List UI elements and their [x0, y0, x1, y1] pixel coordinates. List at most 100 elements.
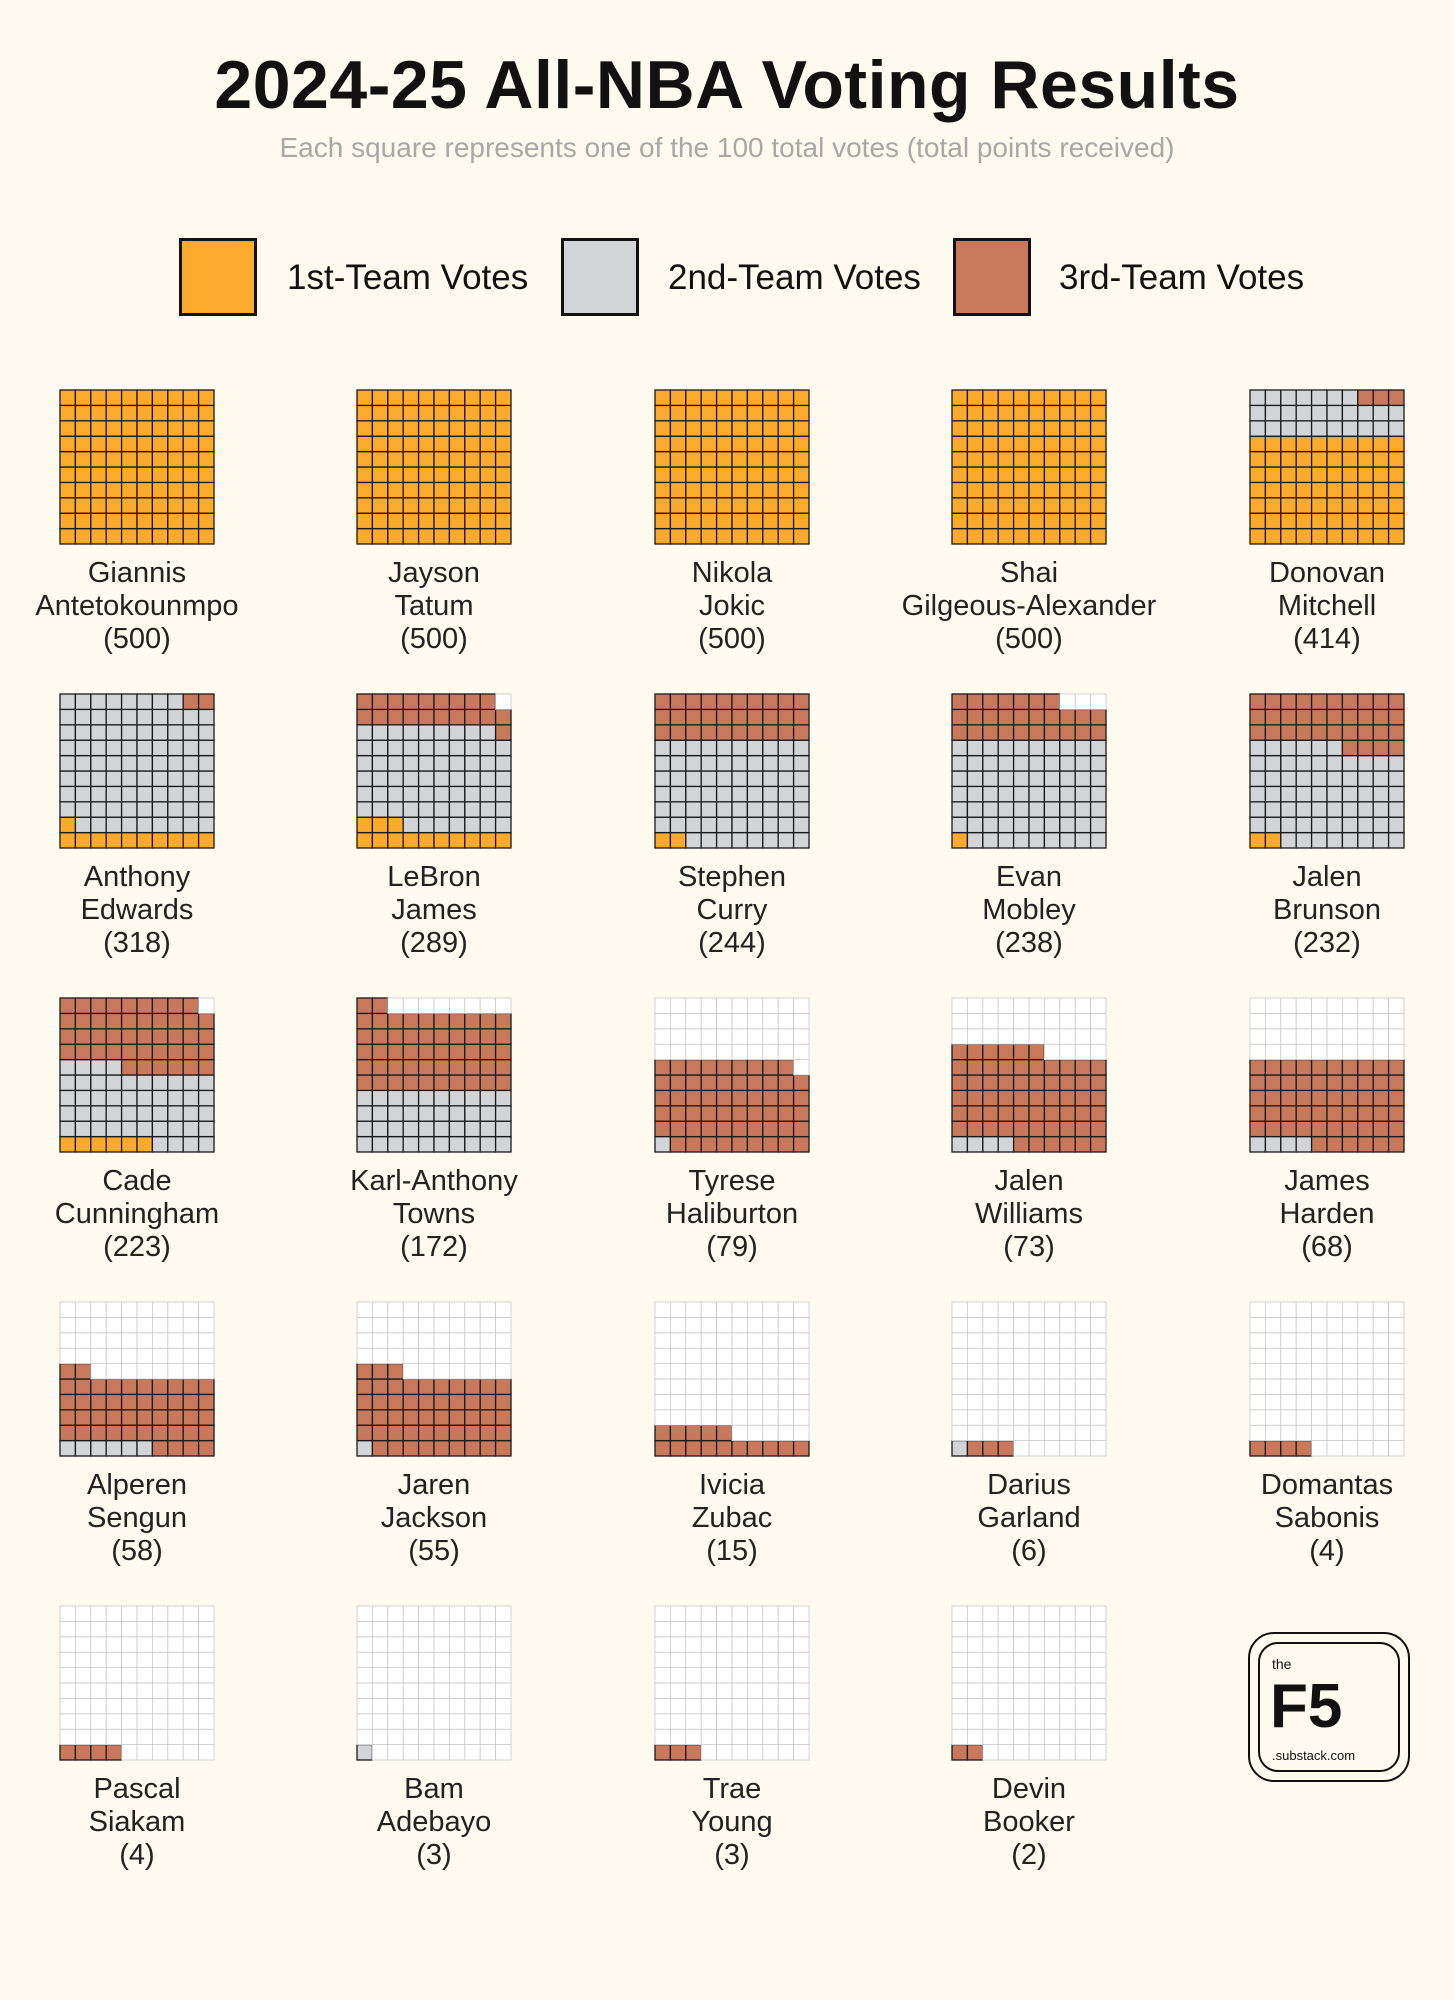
- second-team-vote-square: [1326, 404, 1344, 422]
- empty-vote-square: [747, 1043, 764, 1061]
- empty-vote-square: [402, 997, 420, 1014]
- empty-vote-square: [762, 1394, 779, 1411]
- empty-vote-square: [1342, 1363, 1359, 1380]
- empty-vote-square: [1280, 1363, 1297, 1380]
- second-team-vote-square: [1357, 770, 1374, 788]
- empty-vote-square: [762, 1620, 779, 1638]
- second-team-vote-square: [74, 1089, 92, 1107]
- second-team-vote-square: [1059, 816, 1076, 834]
- empty-vote-square: [654, 997, 671, 1014]
- third-team-vote-square: [433, 1074, 451, 1092]
- third-team-vote-square: [74, 997, 92, 1015]
- empty-vote-square: [418, 1682, 435, 1699]
- first-team-vote-square: [1295, 497, 1313, 514]
- first-team-vote-square: [371, 466, 389, 484]
- empty-vote-square: [685, 1394, 702, 1411]
- second-team-vote-square: [746, 754, 764, 772]
- third-team-vote-square: [1387, 1135, 1405, 1153]
- empty-vote-square: [669, 1698, 687, 1715]
- third-team-vote-square: [433, 1028, 451, 1045]
- first-team-vote-square: [197, 404, 215, 422]
- third-team-vote-square: [356, 1074, 374, 1092]
- second-team-vote-square: [951, 816, 969, 834]
- first-team-vote-square: [182, 481, 200, 499]
- third-team-vote-square: [792, 1074, 810, 1092]
- first-team-vote-square: [182, 404, 200, 422]
- second-team-vote-square: [654, 1135, 672, 1153]
- player-name-line: Karl-Anthony: [350, 1165, 518, 1197]
- empty-vote-square: [777, 1698, 794, 1715]
- empty-vote-square: [793, 1636, 810, 1653]
- player-label: Donovan Mitchell (414): [1187, 557, 1454, 656]
- third-team-vote-square: [356, 693, 374, 711]
- first-team-vote-square: [685, 527, 702, 545]
- empty-vote-square: [951, 1394, 968, 1411]
- second-team-vote-square: [417, 739, 435, 757]
- first-team-vote-square: [105, 435, 123, 453]
- first-team-vote-square: [1341, 481, 1359, 499]
- second-team-vote-square: [197, 1135, 215, 1153]
- empty-vote-square: [152, 1682, 169, 1699]
- first-team-vote-square: [1043, 404, 1061, 422]
- third-team-vote-square: [1310, 1120, 1328, 1138]
- first-team-vote-square: [197, 450, 215, 468]
- empty-vote-square: [1264, 997, 1282, 1014]
- second-team-vote-square: [402, 785, 420, 803]
- empty-vote-square: [1090, 1347, 1107, 1365]
- second-team-vote-square: [777, 816, 795, 834]
- empty-vote-square: [121, 1667, 138, 1684]
- empty-vote-square: [1013, 1394, 1030, 1411]
- second-team-vote-square: [494, 770, 512, 788]
- third-team-vote-square: [997, 724, 1015, 741]
- second-team-vote-square: [1059, 770, 1076, 788]
- first-team-vote-square: [356, 420, 374, 437]
- second-team-vote-square: [197, 754, 215, 772]
- first-team-vote-square: [464, 466, 481, 484]
- first-team-vote-square: [654, 527, 672, 545]
- first-team-vote-square: [417, 497, 435, 514]
- first-team-vote-square: [762, 481, 779, 499]
- third-team-vote-square: [387, 1424, 404, 1442]
- empty-vote-square: [198, 1620, 215, 1638]
- third-team-vote-square: [1249, 724, 1267, 741]
- third-team-vote-square: [448, 708, 466, 726]
- second-team-vote-square: [59, 801, 77, 818]
- second-team-vote-square: [371, 1089, 389, 1107]
- empty-vote-square: [121, 1620, 138, 1638]
- waffle-chart: [654, 693, 810, 849]
- empty-vote-square: [74, 1698, 92, 1715]
- third-team-vote-square: [1387, 1074, 1405, 1092]
- second-team-vote-square: [1028, 816, 1046, 834]
- third-team-vote-square: [792, 708, 810, 726]
- empty-vote-square: [152, 1605, 169, 1622]
- second-team-vote-square: [151, 785, 169, 803]
- second-team-vote-square: [59, 770, 77, 788]
- empty-vote-square: [997, 1620, 1015, 1638]
- empty-vote-square: [198, 1347, 215, 1365]
- empty-vote-square: [1372, 1394, 1389, 1411]
- empty-vote-square: [777, 1301, 794, 1318]
- third-team-vote-square: [356, 1378, 374, 1396]
- waffle-chart: [654, 1605, 810, 1761]
- empty-vote-square: [1249, 997, 1266, 1014]
- second-team-vote-square: [90, 1105, 107, 1122]
- empty-vote-square: [1264, 1316, 1282, 1334]
- second-team-vote-square: [59, 754, 77, 772]
- empty-vote-square: [982, 1636, 999, 1653]
- empty-vote-square: [731, 1363, 748, 1380]
- empty-vote-square: [654, 1378, 671, 1395]
- empty-vote-square: [777, 1667, 794, 1684]
- empty-vote-square: [997, 1409, 1015, 1426]
- second-team-vote-square: [136, 1074, 154, 1092]
- third-team-vote-square: [105, 1409, 123, 1426]
- first-team-vote-square: [1074, 481, 1092, 499]
- first-team-vote-square: [1059, 435, 1076, 453]
- player-label: Stephen Curry (244): [592, 861, 872, 960]
- second-team-vote-square: [654, 785, 672, 803]
- empty-vote-square: [1074, 1744, 1091, 1761]
- empty-vote-square: [449, 1682, 466, 1699]
- player-name-line: Devin: [991, 1773, 1067, 1805]
- third-team-vote-square: [654, 708, 672, 726]
- third-team-vote-square: [1028, 724, 1046, 741]
- player-name-line: Siakam: [88, 1806, 186, 1838]
